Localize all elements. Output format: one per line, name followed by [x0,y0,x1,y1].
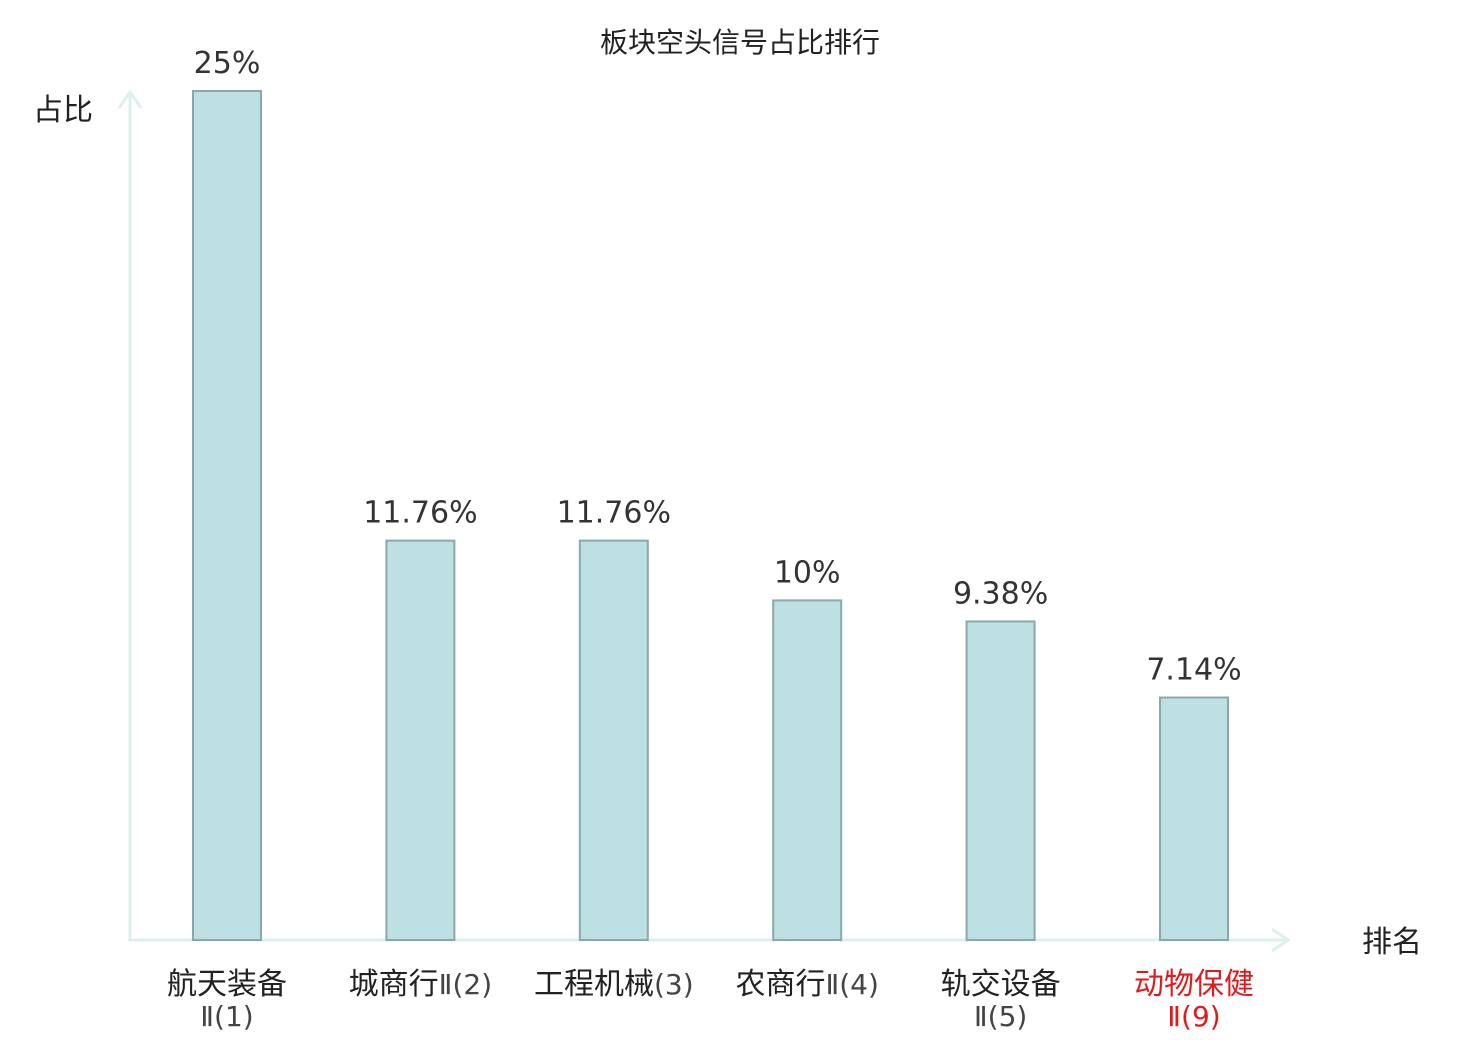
bar-4 [772,599,843,942]
bars-group [192,90,1229,942]
x-axis-arrow [1271,927,1291,953]
bar-6 [1159,696,1229,941]
y-axis-arrow [117,89,143,109]
chart-title: 板块空头信号占比排行 [600,26,880,59]
value-label-5: 9.38% [953,576,1048,611]
category-label-4: 农商行Ⅱ(4) [735,967,878,1002]
bar-1 [192,90,262,941]
y-axis-title: 占比 [33,93,93,128]
bar-5 [965,620,1036,941]
bar-2 [385,539,456,941]
bar-3 [578,539,649,941]
value-label-1: 25% [194,46,261,81]
category-label-3: 工程机械(3) [534,967,694,1002]
x-axis [128,927,1291,953]
y-axis [117,89,143,940]
category-labels-group: 航天装备 Ⅱ(1) 城商行Ⅱ(2) 工程机械(3) 农商行Ⅱ(4) 轨交设备 Ⅱ(5) 动物保… [167,967,1254,1033]
value-labels-group: 25% 11.76% 11.76% 10% 9.38% 7.14% [194,46,1242,688]
category-label-1: 航天装备 Ⅱ(1) [167,967,287,1033]
value-label-2: 11.76% [363,496,477,531]
x-axis-title: 排名 [1362,925,1422,960]
value-label-3: 11.76% [557,496,671,531]
category-label-5: 轨交设备 Ⅱ(5) [941,967,1061,1033]
category-label-2: 城商行Ⅱ(2) [349,967,492,1002]
value-label-4: 10% [774,555,841,590]
category-label-6: 动物保健 Ⅱ(9) [1134,967,1254,1033]
value-label-6: 7.14% [1146,653,1241,688]
